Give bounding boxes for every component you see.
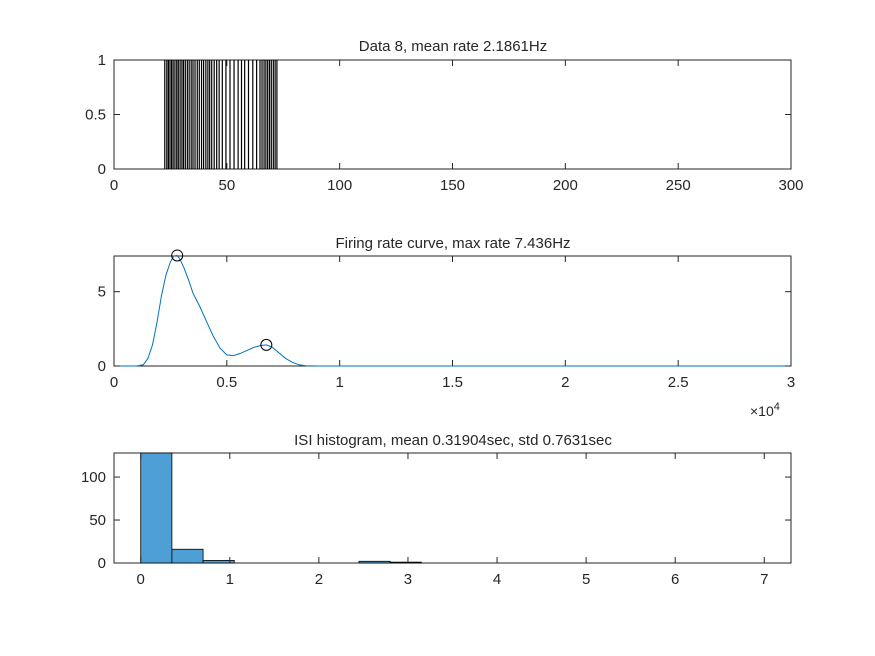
raster-title: Data 8, mean rate 2.1861Hz xyxy=(359,38,547,55)
firing-rate-xtick-label: 0.5 xyxy=(216,374,237,391)
isi-histogram-plot: ISI histogram, mean 0.31904sec, std 0.76… xyxy=(81,432,792,588)
firing-rate-line xyxy=(114,254,791,367)
raster-xtick-label: 200 xyxy=(553,177,578,194)
raster-ytick-label: 1 xyxy=(98,52,106,69)
histogram-bar xyxy=(389,561,422,564)
firing-rate-xtick-label: 0 xyxy=(110,374,118,391)
raster-xtick-label: 50 xyxy=(218,177,235,194)
isi-histogram-xtick-label: 1 xyxy=(226,571,234,588)
raster-plot: Data 8, mean rate 2.1861Hz 0 50 100 150 200 2… xyxy=(85,38,803,194)
histogram-bar xyxy=(171,548,204,564)
isi-histogram-xtick-label: 4 xyxy=(493,571,501,588)
histogram-bar xyxy=(202,560,235,564)
isi-histogram-ytick-label: 0 xyxy=(98,555,106,572)
raster-xtick-label: 0 xyxy=(110,177,118,194)
firing-rate-ytick-label: 5 xyxy=(98,284,106,301)
firing-rate-xtick-label: 1 xyxy=(335,374,343,391)
histogram-bar xyxy=(140,452,173,564)
isi-histogram-xtick-label: 7 xyxy=(760,571,768,588)
raster-xtick-label: 150 xyxy=(440,177,465,194)
isi-histogram-title: ISI histogram, mean 0.31904sec, std 0.76… xyxy=(294,432,612,449)
isi-histogram-axes-box xyxy=(113,452,792,564)
raster-axes-box xyxy=(113,59,792,170)
raster-ytick-label: 0 xyxy=(98,161,106,178)
firing-rate-xtick-label: 3 xyxy=(787,374,795,391)
raster-ytick-label: 0.5 xyxy=(85,107,106,124)
firing-rate-plot: Firing rate curve, max rate 7.436Hz 0 0.5… xyxy=(98,235,796,419)
firing-rate-xtick-label: 1.5 xyxy=(442,374,463,391)
isi-histogram-ytick-label: 100 xyxy=(81,469,106,486)
raster-xtick-label: 300 xyxy=(778,177,803,194)
isi-histogram-xtick-label: 3 xyxy=(404,571,412,588)
isi-histogram-xtick-label: 6 xyxy=(671,571,679,588)
x-exponent-label: ×104 xyxy=(750,401,780,419)
firing-rate-xtick-label: 2 xyxy=(561,374,569,391)
peak-marker xyxy=(171,249,184,262)
peak-marker xyxy=(260,338,273,351)
histogram-bar xyxy=(358,560,391,564)
firing-rate-title: Firing rate curve, max rate 7.436Hz xyxy=(335,235,570,252)
isi-histogram-xtick-label: 5 xyxy=(582,571,590,588)
firing-rate-xtick-label: 2.5 xyxy=(668,374,689,391)
isi-histogram-ytick-label: 50 xyxy=(89,512,106,529)
raster-xtick-label: 250 xyxy=(666,177,691,194)
firing-rate-ytick-label: 0 xyxy=(98,358,106,375)
x-exponent-power: 4 xyxy=(774,401,780,413)
isi-histogram-xtick-label: 0 xyxy=(137,571,145,588)
firing-rate-axes-box xyxy=(113,255,792,367)
isi-histogram-xtick-label: 2 xyxy=(315,571,323,588)
raster-xtick-label: 100 xyxy=(327,177,352,194)
